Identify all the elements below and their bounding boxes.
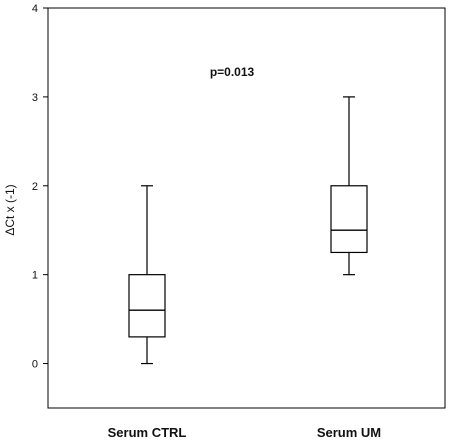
iqr-box: [330, 185, 368, 254]
box-1: [128, 185, 166, 365]
iqr-box: [128, 274, 166, 338]
y-tick-label: 4: [32, 3, 38, 15]
y-tick-label: 3: [32, 92, 38, 104]
box-2: [330, 96, 368, 276]
y-tick-label: 2: [32, 181, 38, 193]
y-tick-label: 0: [32, 359, 38, 371]
p-value-annotation: p=0.013: [210, 65, 255, 79]
category-labels: Serum CTRL Serum UM: [108, 425, 382, 440]
y-axis-title: ΔCt x (-1): [3, 184, 17, 235]
y-axis: 0 1 2 3 4: [32, 3, 48, 371]
boxes-group: [128, 96, 368, 365]
plot-frame: [47, 7, 446, 409]
category-label: Serum UM: [317, 425, 381, 440]
y-tick-label: 1: [32, 270, 38, 282]
category-label: Serum CTRL: [108, 425, 187, 440]
